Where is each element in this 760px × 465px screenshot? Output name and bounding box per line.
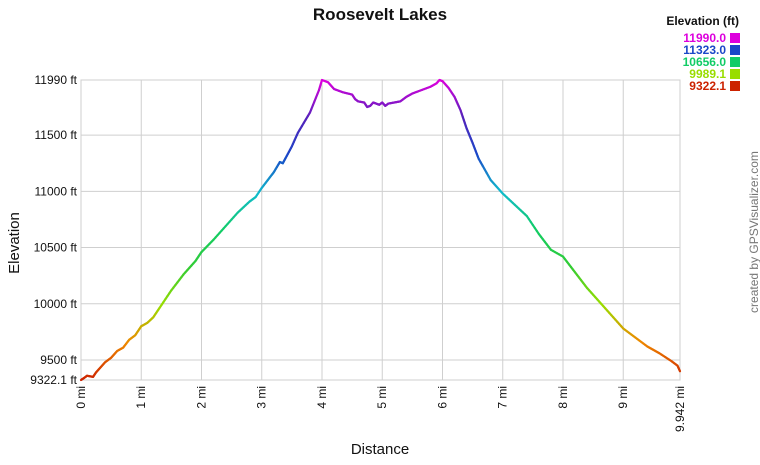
legend-swatch (730, 69, 740, 79)
plot-frame (81, 80, 680, 380)
x-tick-label: 3 mi (255, 386, 269, 409)
x-tick-label: 4 mi (315, 386, 329, 409)
legend-swatch (730, 33, 740, 43)
y-tick-label: 10500 ft (34, 241, 78, 255)
y-tick-labels: 9322.1 ft 9500 ft 10000 ft 10500 ft 11000 ft… (30, 73, 77, 387)
legend-title: Elevation (ft) (666, 14, 739, 28)
x-tick-labels: 0 mi 1 mi 2 mi 3 mi 4 mi 5 mi 6 mi 7 mi 8 mi 9 mi… (74, 386, 687, 432)
y-tick-label: 9322.1 ft (30, 373, 77, 387)
x-tick-label: 0 mi (74, 386, 88, 409)
x-tick-label: 8 mi (556, 386, 570, 409)
x-tick-label: 5 mi (375, 386, 389, 409)
x-tick-label: 6 mi (435, 386, 449, 409)
x-tick-label: 1 mi (134, 386, 148, 409)
x-axis-title: Distance (351, 441, 409, 458)
y-tick-label: 11990 ft (35, 73, 78, 87)
elevation-line (81, 80, 680, 380)
legend-swatch (730, 45, 740, 55)
legend-swatch (730, 57, 740, 67)
legend-swatch (730, 81, 740, 91)
y-axis-title: Elevation (6, 212, 23, 274)
y-tick-label: 11500 ft (35, 128, 78, 142)
y-tick-label: 11000 ft (35, 184, 78, 198)
grid-layer (81, 80, 680, 380)
x-tick-label: 2 mi (194, 386, 208, 409)
credit-text: created by GPSVisualizer.com (747, 151, 760, 313)
y-tick-label: 10000 ft (34, 297, 78, 311)
x-tick-label: 9.942 mi (673, 386, 687, 432)
legend-label: 9322.1 (689, 79, 726, 93)
chart-title: Roosevelt Lakes (313, 5, 447, 24)
x-tick-label: 9 mi (616, 386, 630, 409)
y-tick-label: 9500 ft (40, 353, 77, 367)
x-tick-label: 7 mi (496, 386, 510, 409)
